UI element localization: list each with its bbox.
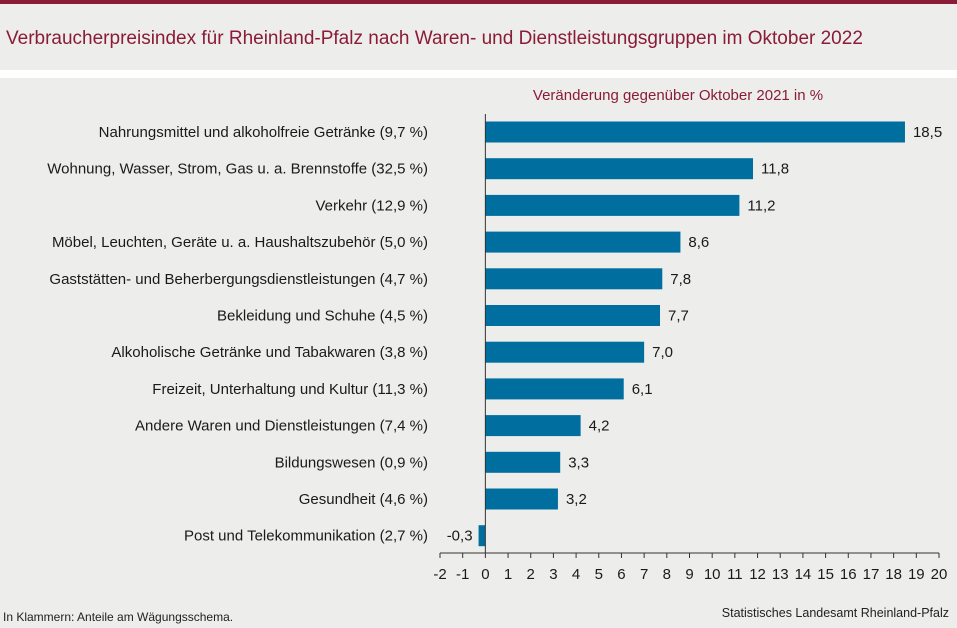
x-tick-label: 4 [572,566,580,583]
category-label: Nahrungsmittel und alkoholfreie Getränke… [99,124,428,141]
chart-title: Verbraucherpreisindex für Rheinland-Pfal… [6,28,863,49]
value-label: 11,8 [761,161,789,178]
category-label: Bekleidung und Schuhe (4,5 %) [217,308,428,325]
bar [485,158,754,180]
value-label: 11,2 [747,197,775,214]
bar [485,488,558,510]
bar [485,378,624,400]
category-label: Gesundheit (4,6 %) [299,491,428,508]
x-tick-label: 18 [885,566,902,583]
x-axis: -2 -1 0 1 2 3 4 5 6 7 8 9 10 11 12 13 14 15 16 17 18 19 20 [433,114,947,583]
x-tick-label: 13 [772,566,789,583]
bar [485,121,905,143]
x-tick-label: 8 [663,566,671,583]
x-tick-label: -2 [433,566,446,583]
top-accent-rule [0,0,957,4]
bar [478,525,486,547]
value-label: 7,0 [652,344,673,361]
x-tick-label: 0 [481,566,489,583]
value-label: -0,3 [447,528,473,545]
category-label: Verkehr (12,9 %) [315,197,428,214]
x-tick-label: 14 [795,566,812,583]
x-tick-label: -1 [456,566,469,583]
value-label: 7,8 [670,271,691,288]
value-label: 3,3 [568,454,589,471]
footnote: In Klammern: Anteile am Wägungsschema. [3,610,234,624]
category-label: Gaststätten- und Beherbergungsdienstleis… [49,271,428,288]
category-label: Freizeit, Unterhaltung und Kultur (11,3 … [152,381,428,398]
x-tick-label: 6 [617,566,625,583]
x-tick-label: 20 [931,566,948,583]
bar [485,305,661,326]
bar [485,415,581,437]
x-tick-label: 7 [640,566,648,583]
x-tick-label: 16 [840,566,857,583]
x-tick-label: 10 [704,566,721,583]
value-label: 6,1 [632,381,653,398]
value-label: 7,7 [668,308,689,325]
bar [485,268,663,290]
bars-group: Nahrungsmittel und alkoholfreie Getränke… [47,121,942,547]
category-label: Wohnung, Wasser, Strom, Gas u. a. Brenns… [47,161,428,178]
chart-subtitle: Veränderung gegenüber Oktober 2021 in % [533,87,823,104]
x-tick-label: 12 [749,566,766,583]
category-label: Bildungswesen (0,9 %) [275,454,428,471]
category-label: Post und Telekommunikation (2,7 %) [184,528,428,545]
source-credit: Statistisches Landesamt Rheinland-Pfalz [721,606,949,620]
value-label: 8,6 [688,234,709,251]
bar [485,194,740,216]
value-label: 18,5 [913,124,942,141]
x-tick-label: 11 [727,566,743,583]
bar [485,341,645,363]
bar [485,451,561,473]
x-tick-label: 5 [595,566,603,583]
value-label: 4,2 [589,418,610,435]
x-tick-label: 9 [685,566,693,583]
x-tick-label: 3 [549,566,557,583]
category-label: Alkoholische Getränke und Tabakwaren (3,… [111,344,428,361]
value-label: 3,2 [566,491,587,508]
x-tick-label: 15 [817,566,834,583]
x-tick-label: 2 [527,566,535,583]
title-divider [0,70,957,78]
x-tick-label: 17 [863,566,880,583]
category-label: Andere Waren und Dienstleistungen (7,4 %… [135,418,428,435]
title-band [0,4,957,70]
x-tick-label: 1 [504,566,512,583]
bar [485,231,681,253]
category-label: Möbel, Leuchten, Geräte u. a. Haushaltsz… [52,234,428,251]
x-tick-label: 19 [908,566,925,583]
